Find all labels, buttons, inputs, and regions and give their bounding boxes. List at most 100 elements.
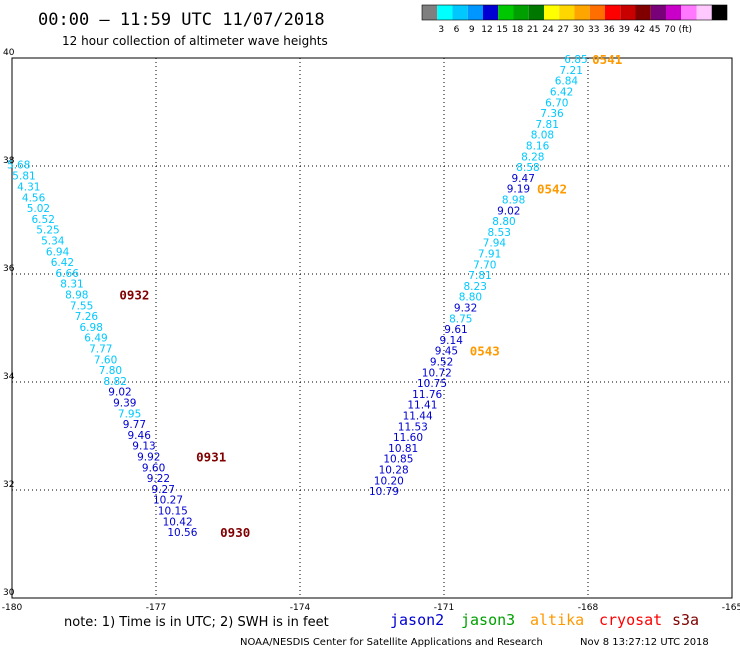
y-tick-label: 30 bbox=[3, 588, 15, 598]
wave-height-value: 10.42 bbox=[163, 516, 193, 528]
wave-height-value: 6.66 bbox=[56, 268, 80, 280]
wave-height-value: 6.42 bbox=[550, 86, 573, 98]
wave-height-value: 9.77 bbox=[123, 419, 146, 431]
wave-height-value: 8.58 bbox=[516, 162, 539, 174]
wave-height-value: 10.72 bbox=[422, 367, 452, 379]
wave-height-value: 7.80 bbox=[99, 365, 122, 377]
wave-height-value: 10.79 bbox=[369, 486, 399, 498]
colorbar-swatch bbox=[528, 5, 544, 20]
y-tick-label: 34 bbox=[3, 372, 15, 382]
colorbar-swatch bbox=[452, 5, 468, 20]
axis-tick-labels: -180 -177 -174 -171 -168 -165 30 32 34 36 38 40 bbox=[2, 48, 740, 613]
wave-height-value: 10.56 bbox=[167, 527, 197, 539]
wave-height-value: 10.28 bbox=[379, 464, 409, 476]
wave-height-value: 7.36 bbox=[540, 108, 564, 120]
pass-time-label: 0930 bbox=[220, 525, 250, 540]
color-scale-bar: 3 6 9 12 15 18 21 24 27 30 33 36 39 42 45 70 (ft) bbox=[421, 4, 728, 35]
wave-height-value: 7.70 bbox=[473, 259, 496, 271]
wave-height-value: 10.15 bbox=[158, 506, 188, 518]
wave-height-value: 11.76 bbox=[412, 389, 442, 401]
wave-height-value: 7.77 bbox=[89, 344, 112, 356]
x-tick-label: -174 bbox=[290, 603, 311, 613]
wave-height-value: 9.13 bbox=[132, 441, 155, 453]
wave-height-value: 9.32 bbox=[454, 302, 477, 314]
wave-height-value: 10.27 bbox=[153, 495, 183, 507]
wave-height-value: 8.31 bbox=[60, 279, 83, 291]
grid-lines bbox=[12, 58, 732, 598]
colorbar-swatch bbox=[666, 5, 682, 20]
footnote: note: 1) Time is in UTC; 2) SWH is in fe… bbox=[64, 615, 329, 630]
satellite-legend: jason2 jason3 altika cryosat s3a bbox=[390, 611, 699, 629]
wave-height-value: 9.46 bbox=[128, 430, 152, 442]
colorbar-label: 18 bbox=[512, 25, 524, 35]
wave-height-value: 6.42 bbox=[51, 257, 74, 269]
wave-height-value: 7.94 bbox=[483, 238, 507, 250]
wave-height-value: 4.31 bbox=[17, 182, 40, 194]
wave-height-value: 6.98 bbox=[80, 322, 103, 334]
wave-height-value: 8.53 bbox=[488, 227, 511, 239]
wave-height-value: 8.16 bbox=[526, 140, 550, 152]
wave-height-value: 11.44 bbox=[403, 410, 433, 422]
wave-height-value: 8.80 bbox=[459, 292, 482, 304]
pass-time-labels: 0932 0931 0930 0541 0542 0543 bbox=[119, 52, 622, 540]
colorbar-label: 24 bbox=[542, 25, 554, 35]
wave-height-value: 9.14 bbox=[440, 335, 464, 347]
wave-height-value: 9.27 bbox=[152, 484, 175, 496]
x-tick-label: -165 bbox=[722, 603, 740, 613]
pass-time-label: 0542 bbox=[537, 182, 567, 197]
colorbar-swatch bbox=[498, 5, 514, 20]
colorbar-swatch bbox=[422, 5, 438, 20]
chart-subtitle: 12 hour collection of altimeter wave hei… bbox=[62, 34, 328, 48]
y-tick-label: 32 bbox=[3, 480, 14, 490]
colorbar-label: 9 bbox=[469, 25, 475, 35]
colorbar-label: 33 bbox=[588, 25, 599, 35]
wave-height-value: 8.82 bbox=[104, 376, 127, 388]
wave-height-value: 9.19 bbox=[507, 184, 530, 196]
wave-height-value: 6.94 bbox=[46, 246, 70, 258]
wave-height-value: 6.52 bbox=[32, 214, 55, 226]
wave-height-value: 8.98 bbox=[502, 194, 525, 206]
wave-height-value: 9.45 bbox=[435, 346, 458, 358]
wave-height-value: 10.20 bbox=[374, 475, 404, 487]
wave-height-value: 6.49 bbox=[84, 333, 107, 345]
wave-height-value: 8.75 bbox=[449, 313, 472, 325]
colorbar-swatch bbox=[635, 5, 651, 20]
wave-height-value: 7.60 bbox=[94, 354, 117, 366]
wave-height-value: 7.81 bbox=[468, 270, 491, 282]
wave-height-value: 8.28 bbox=[521, 151, 544, 163]
wave-height-value: 10.75 bbox=[417, 378, 447, 390]
wave-height-value: 9.02 bbox=[108, 387, 131, 399]
x-tick-label: -171 bbox=[434, 603, 454, 613]
x-tick-label: -177 bbox=[146, 603, 166, 613]
plot-frame bbox=[11, 57, 733, 599]
wave-height-value: 9.52 bbox=[430, 356, 453, 368]
wave-height-value: 11.60 bbox=[393, 432, 423, 444]
y-tick-label: 40 bbox=[3, 48, 15, 58]
y-tick-label: 36 bbox=[3, 264, 15, 274]
wave-height-value: 11.53 bbox=[398, 421, 428, 433]
credit-text: NOAA/NESDIS Center for Satellite Applica… bbox=[240, 637, 543, 648]
colorbar-label: 12 bbox=[481, 25, 492, 35]
wave-height-value: 7.91 bbox=[478, 248, 501, 260]
colorbar-swatch bbox=[696, 5, 712, 20]
colorbar-swatch bbox=[605, 5, 621, 20]
colorbar-border bbox=[421, 4, 728, 21]
colorbar-swatch bbox=[620, 5, 636, 20]
pass-time-label: 0541 bbox=[592, 52, 622, 67]
legend-jason2: jason2 bbox=[390, 611, 444, 629]
wave-height-value: 9.61 bbox=[444, 324, 467, 336]
legend-s3a: s3a bbox=[672, 611, 699, 629]
wave-height-value: 9.02 bbox=[497, 205, 520, 217]
wave-height-value: 7.81 bbox=[536, 119, 559, 131]
y-tick-label: 38 bbox=[3, 156, 15, 166]
wave-height-value: 6.84 bbox=[555, 76, 579, 88]
wave-height-value: 11.41 bbox=[407, 400, 437, 412]
wave-height-value: 9.39 bbox=[113, 398, 136, 410]
colorbar-swatch bbox=[650, 5, 666, 20]
wave-height-value: 8.98 bbox=[65, 290, 88, 302]
wave-height-value: 7.21 bbox=[560, 65, 583, 77]
colorbar-swatch bbox=[467, 5, 483, 20]
colorbar-swatch bbox=[711, 5, 727, 20]
wave-height-value: 6.70 bbox=[545, 97, 568, 109]
